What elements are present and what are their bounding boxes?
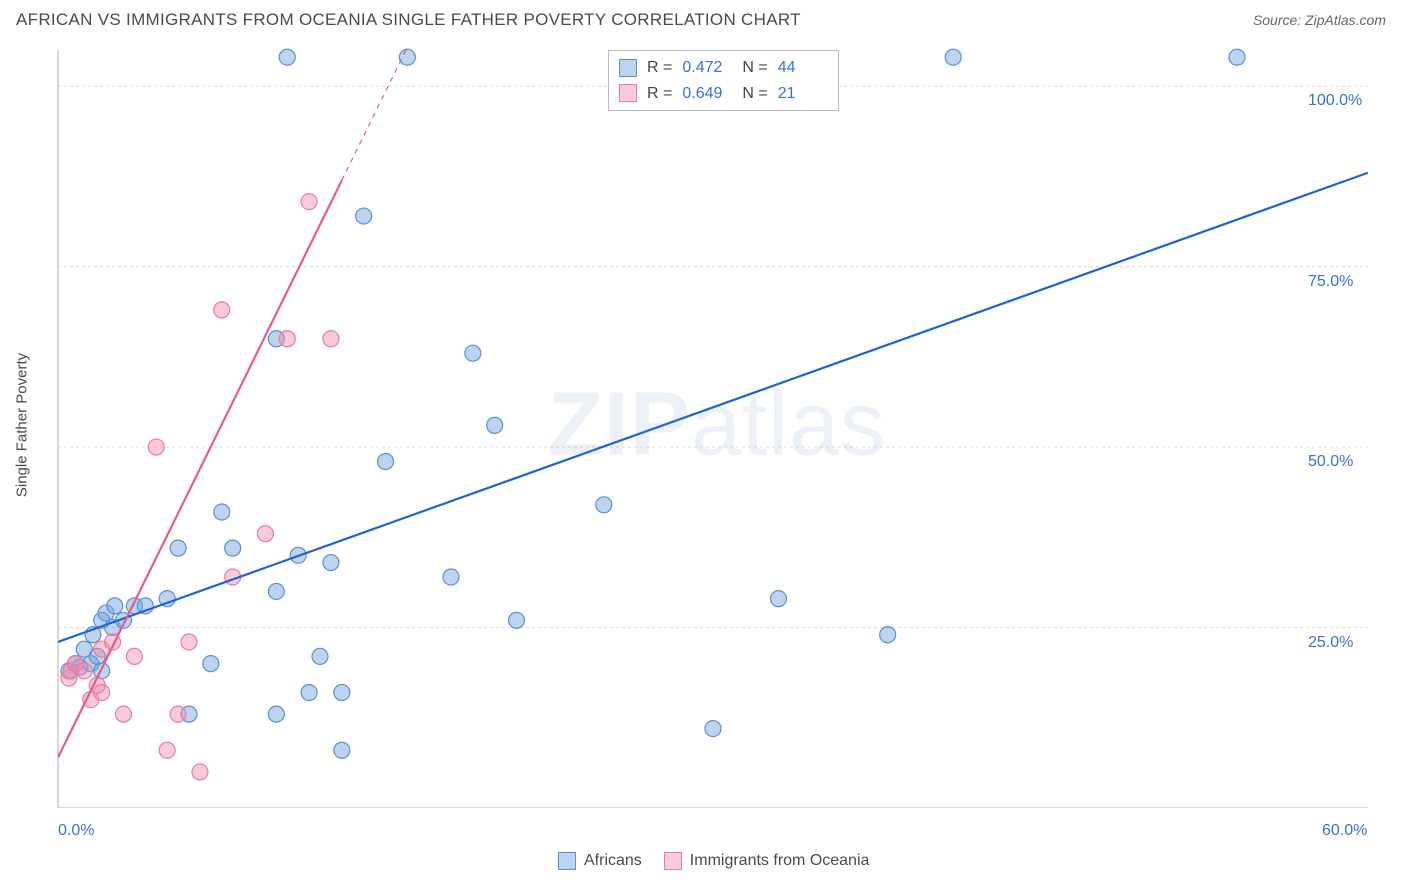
data-point [279, 331, 295, 347]
data-point [192, 764, 208, 780]
data-point [509, 612, 525, 628]
data-point [181, 634, 197, 650]
data-point [443, 569, 459, 585]
legend-item: Immigrants from Oceania [664, 852, 870, 870]
data-point [301, 194, 317, 210]
y-tick-label: 50.0% [1308, 453, 1353, 471]
data-point [487, 417, 503, 433]
data-point [301, 684, 317, 700]
data-point [268, 706, 284, 722]
data-point [880, 627, 896, 643]
data-point [170, 540, 186, 556]
r-label: R = [647, 81, 672, 107]
chart-source: Source: ZipAtlas.com [1253, 12, 1386, 28]
data-point [334, 684, 350, 700]
r-value: 0.472 [682, 55, 732, 81]
correlation-stats-box: R = 0.472 N = 44 R = 0.649 N = 21 [608, 50, 839, 111]
data-point [399, 49, 415, 65]
legend-item: Africans [558, 852, 642, 870]
chart-title: AFRICAN VS IMMIGRANTS FROM OCEANIA SINGL… [16, 10, 801, 30]
legend-swatch [558, 852, 576, 870]
data-point [159, 742, 175, 758]
data-point [268, 583, 284, 599]
data-point [312, 648, 328, 664]
r-label: R = [647, 55, 672, 81]
data-point [126, 648, 142, 664]
data-point [323, 555, 339, 571]
scatter-chart [48, 42, 1378, 808]
stats-row: R = 0.472 N = 44 [619, 55, 828, 81]
legend-swatch [619, 84, 637, 102]
y-tick-label: 75.0% [1308, 273, 1353, 291]
n-label: N = [742, 81, 767, 107]
data-point [94, 684, 110, 700]
data-point [279, 49, 295, 65]
chart-container: Single Father Poverty ZIPatlas R =0.472N… [48, 42, 1386, 808]
y-tick-label: 25.0% [1308, 634, 1353, 652]
data-point [356, 208, 372, 224]
y-tick-label: 100.0% [1308, 92, 1362, 110]
data-point [170, 706, 186, 722]
n-value: 44 [778, 55, 828, 81]
x-tick-label: 0.0% [58, 822, 94, 840]
data-point [225, 540, 241, 556]
x-tick-label: 60.0% [1322, 822, 1367, 840]
legend-label: Immigrants from Oceania [690, 852, 870, 870]
r-value: 0.649 [682, 81, 732, 107]
stats-row: R = 0.649 N = 21 [619, 81, 828, 107]
n-value: 21 [778, 81, 828, 107]
data-point [1229, 49, 1245, 65]
y-axis-label: Single Father Poverty [14, 353, 31, 497]
data-point [945, 49, 961, 65]
data-point [107, 598, 123, 614]
data-point [465, 345, 481, 361]
data-point [116, 706, 132, 722]
legend-label: Africans [584, 852, 642, 870]
data-point [76, 663, 92, 679]
data-point [214, 302, 230, 318]
legend-swatch [619, 59, 637, 77]
data-point [596, 497, 612, 513]
data-point [214, 504, 230, 520]
data-point [334, 742, 350, 758]
data-point [705, 721, 721, 737]
legend-swatch [664, 852, 682, 870]
data-point [378, 453, 394, 469]
n-label: N = [742, 55, 767, 81]
data-point [257, 526, 273, 542]
data-point [323, 331, 339, 347]
data-point [203, 656, 219, 672]
data-point [771, 591, 787, 607]
data-point [148, 439, 164, 455]
series-legend: Africans Immigrants from Oceania [558, 852, 869, 870]
